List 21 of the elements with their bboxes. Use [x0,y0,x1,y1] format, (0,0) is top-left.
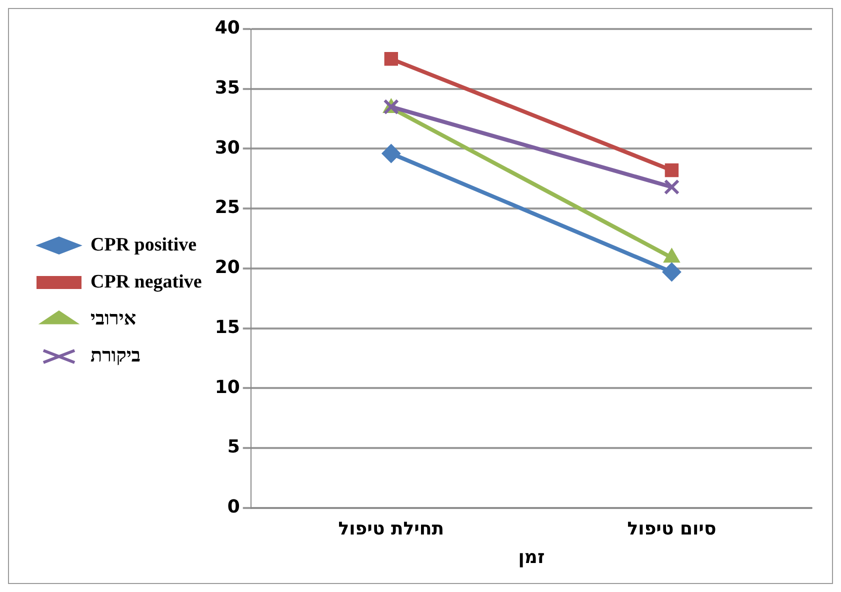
y-tick-label: 20 [214,257,240,278]
y-tick-label: 25 [214,197,240,218]
y-tick-label: 35 [214,78,240,99]
y-tick-label: 10 [214,376,240,398]
y-tick-label: 5 [227,436,240,458]
y-tick-label: 0 [227,496,240,518]
x-tick-label: סיום טיפול [627,518,716,540]
x-axis-title: זמן [518,546,545,568]
point [662,262,682,282]
x-tick-label: תחילת טיפול [338,518,444,540]
legend-label: CPR negative [90,271,202,292]
y-tick-label: 15 [214,316,240,338]
legend-label: ביקורת [90,345,141,366]
point [384,52,398,66]
legend-label: CPR positive [90,234,197,256]
y-tick-label: 40 [214,18,240,39]
y-tick-label: 30 [214,137,240,158]
point [664,163,679,178]
point [664,179,680,195]
legend-label: אירובי [90,308,136,330]
point [382,144,401,163]
